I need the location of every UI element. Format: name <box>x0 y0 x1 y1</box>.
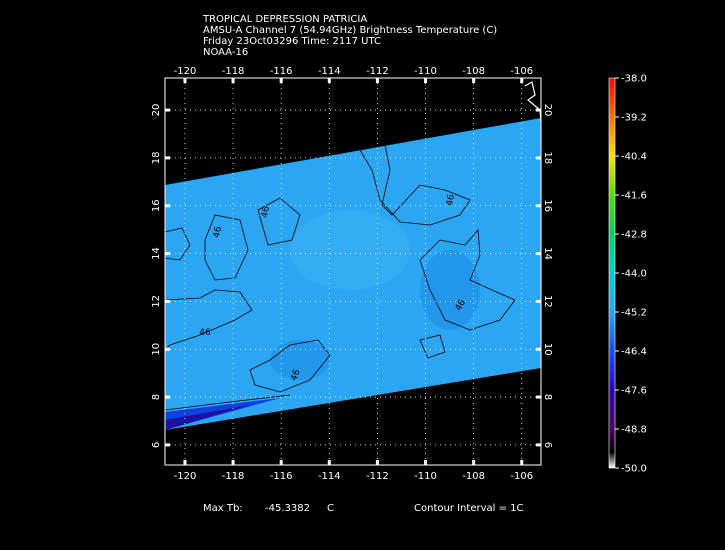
y-tick-label: 18 <box>151 152 162 165</box>
y-tick-label: 14 <box>542 247 553 260</box>
x-tick-label: -120 <box>174 471 197 482</box>
x-tick-label: -108 <box>462 66 485 77</box>
contour <box>249 339 331 393</box>
x-tick-label: -112 <box>366 66 389 77</box>
y-tick-label: 16 <box>542 199 553 212</box>
y-tick-label: 8 <box>151 394 162 400</box>
swath-shade <box>270 340 330 380</box>
x-tick-label: -118 <box>222 66 245 77</box>
title-line: Friday 23Oct03296 Time: 2117 UTC <box>203 36 381 47</box>
contour <box>164 227 191 261</box>
frame <box>164 77 542 466</box>
x-tick-label: -106 <box>510 66 533 77</box>
contour <box>359 144 471 226</box>
x-tick-label: -114 <box>318 66 341 77</box>
x-tick-label: -106 <box>510 471 533 482</box>
colorbar-label: -39.2 <box>621 113 647 124</box>
colorbar-label: -44.0 <box>621 269 647 280</box>
title-line: TROPICAL DEPRESSION PATRICIA <box>202 14 367 25</box>
x-tick-label: -120 <box>174 66 197 77</box>
colorbar-label: -45.2 <box>621 308 647 319</box>
x-tick-label: -116 <box>270 471 293 482</box>
swath-shade <box>420 250 480 330</box>
max-unit: C <box>327 503 334 514</box>
map <box>164 77 542 466</box>
y-tick-label: 12 <box>542 295 553 308</box>
contour <box>204 214 249 281</box>
x-tick-label: -118 <box>222 471 245 482</box>
y-tick-label: 10 <box>542 343 553 356</box>
colorbar-label: -40.4 <box>621 152 647 163</box>
y-tick-label: 6 <box>151 442 162 448</box>
x-tick-label: -116 <box>270 66 293 77</box>
colorbar <box>608 77 616 469</box>
x-tick-label: -108 <box>462 471 485 482</box>
cold-edge <box>165 405 250 430</box>
contour-label: 46 <box>260 205 272 218</box>
colorbar-label: -50.0 <box>621 464 647 475</box>
x-tick-label: -114 <box>318 471 341 482</box>
y-tick-label: 8 <box>542 394 553 400</box>
contour <box>419 334 446 359</box>
colorbar-label: -46.4 <box>621 347 647 358</box>
y-tick-label: 12 <box>151 295 162 308</box>
y-tick-label: 20 <box>542 104 553 117</box>
contour-interval: Contour Interval = 1C <box>414 503 524 514</box>
contour <box>419 229 516 331</box>
colorbar-label: -42.8 <box>621 230 647 241</box>
x-tick-label: -112 <box>366 471 389 482</box>
colorbar-label: -38.0 <box>621 74 647 85</box>
y-tick-label: 14 <box>151 247 162 260</box>
title-line: AMSU-A Channel 7 (54.94GHz) Brightness T… <box>203 25 497 36</box>
swath-shade <box>290 210 410 290</box>
max-label: Max Tb: <box>203 503 243 514</box>
coastline <box>524 81 542 123</box>
contour <box>164 289 253 351</box>
y-tick-label: 18 <box>542 152 553 165</box>
x-tick-label: -110 <box>414 471 437 482</box>
x-tick-label: -110 <box>414 66 437 77</box>
title-line: NOAA-16 <box>203 47 248 58</box>
colorbar-label: -48.8 <box>621 425 647 436</box>
contour-label: 46 <box>212 225 224 238</box>
y-tick-label: 10 <box>151 343 162 356</box>
contour <box>257 197 301 246</box>
y-tick-label: 20 <box>151 104 162 117</box>
colorbar-label: -47.6 <box>621 386 647 397</box>
cold-edge <box>165 398 280 430</box>
max-value: -45.3382 <box>265 503 310 514</box>
colorbar-label: -41.6 <box>621 191 647 202</box>
contour-label: 46 <box>199 328 211 338</box>
y-tick-label: 16 <box>151 199 162 212</box>
contour-label: 46 <box>445 193 457 206</box>
contour-label: 46 <box>289 368 302 382</box>
y-tick-label: 6 <box>542 442 553 448</box>
